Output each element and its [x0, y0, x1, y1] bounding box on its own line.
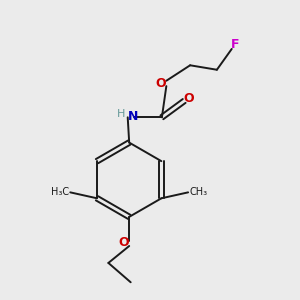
- Text: O: O: [118, 236, 129, 249]
- Text: H: H: [117, 109, 125, 119]
- Text: N: N: [128, 110, 138, 123]
- Text: O: O: [156, 77, 166, 90]
- Text: H₃C: H₃C: [51, 188, 69, 197]
- Text: O: O: [184, 92, 194, 105]
- Text: CH₃: CH₃: [190, 188, 208, 197]
- Text: F: F: [230, 38, 239, 51]
